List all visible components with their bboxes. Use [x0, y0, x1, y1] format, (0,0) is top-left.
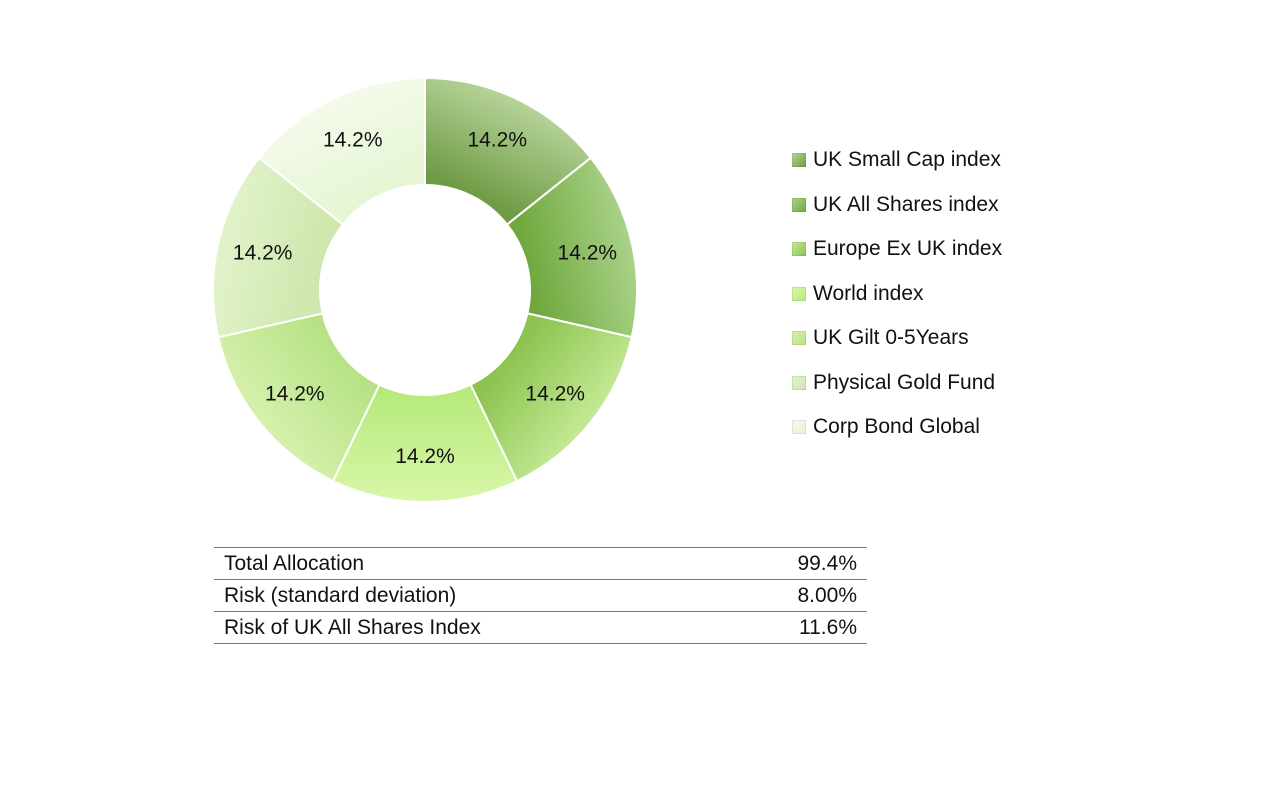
donut-chart: 14.2% 14.2% 14.2% 14.2% 14.2% 14.2% 14.2%	[212, 76, 638, 503]
legend: UK Small Cap index UK All Shares index E…	[792, 138, 1092, 450]
slice-6	[257, 76, 426, 226]
legend-item: World index	[792, 272, 1092, 317]
legend-item: UK All Shares index	[792, 183, 1092, 228]
legend-swatch	[792, 242, 806, 257]
table-row: Total Allocation 99.4%	[214, 547, 867, 580]
legend-swatch	[792, 286, 806, 301]
row-label: Risk of UK All Shares Index	[224, 615, 481, 639]
legend-label: UK Gilt 0-5Years	[813, 326, 969, 350]
legend-item: UK Small Cap index	[792, 138, 1092, 183]
legend-label: Physical Gold Fund	[813, 370, 996, 394]
slice-label-1: 14.2%	[558, 241, 618, 264]
slice-label-2: 14.2%	[525, 382, 585, 405]
slice-label-5: 14.2%	[233, 241, 293, 264]
row-value: 99.4%	[797, 551, 857, 575]
row-label: Total Allocation	[224, 551, 365, 575]
legend-item: Europe Ex UK index	[792, 227, 1092, 272]
legend-swatch	[792, 331, 806, 346]
legend-label: World index	[813, 281, 924, 305]
slice-label-0: 14.2%	[467, 128, 527, 151]
row-label: Risk (standard deviation)	[224, 583, 457, 607]
legend-swatch	[792, 153, 806, 168]
slices	[212, 76, 638, 503]
row-value: 8.00%	[797, 583, 857, 607]
legend-label: Europe Ex UK index	[813, 237, 1003, 261]
row-value: 11.6%	[799, 615, 857, 639]
legend-label: UK All Shares index	[813, 192, 999, 216]
slice-labels: 14.2% 14.2% 14.2% 14.2% 14.2% 14.2% 14.2%	[233, 128, 617, 468]
table-row: Risk (standard deviation) 8.00%	[214, 579, 867, 612]
slice-label-4: 14.2%	[265, 382, 325, 405]
legend-label: Corp Bond Global	[813, 415, 980, 439]
legend-swatch	[792, 420, 806, 435]
slice-label-6: 14.2%	[323, 128, 383, 151]
legend-swatch	[792, 197, 806, 212]
legend-item: Physical Gold Fund	[792, 361, 1092, 406]
legend-item: Corp Bond Global	[792, 405, 1092, 450]
table-row: Risk of UK All Shares Index 11.6%	[214, 611, 867, 644]
legend-label: UK Small Cap index	[813, 148, 1001, 172]
legend-item: UK Gilt 0-5Years	[792, 316, 1092, 361]
summary-table: Total Allocation 99.4% Risk (standard de…	[214, 547, 867, 644]
slice-label-3: 14.2%	[395, 445, 455, 468]
legend-swatch	[792, 375, 806, 390]
